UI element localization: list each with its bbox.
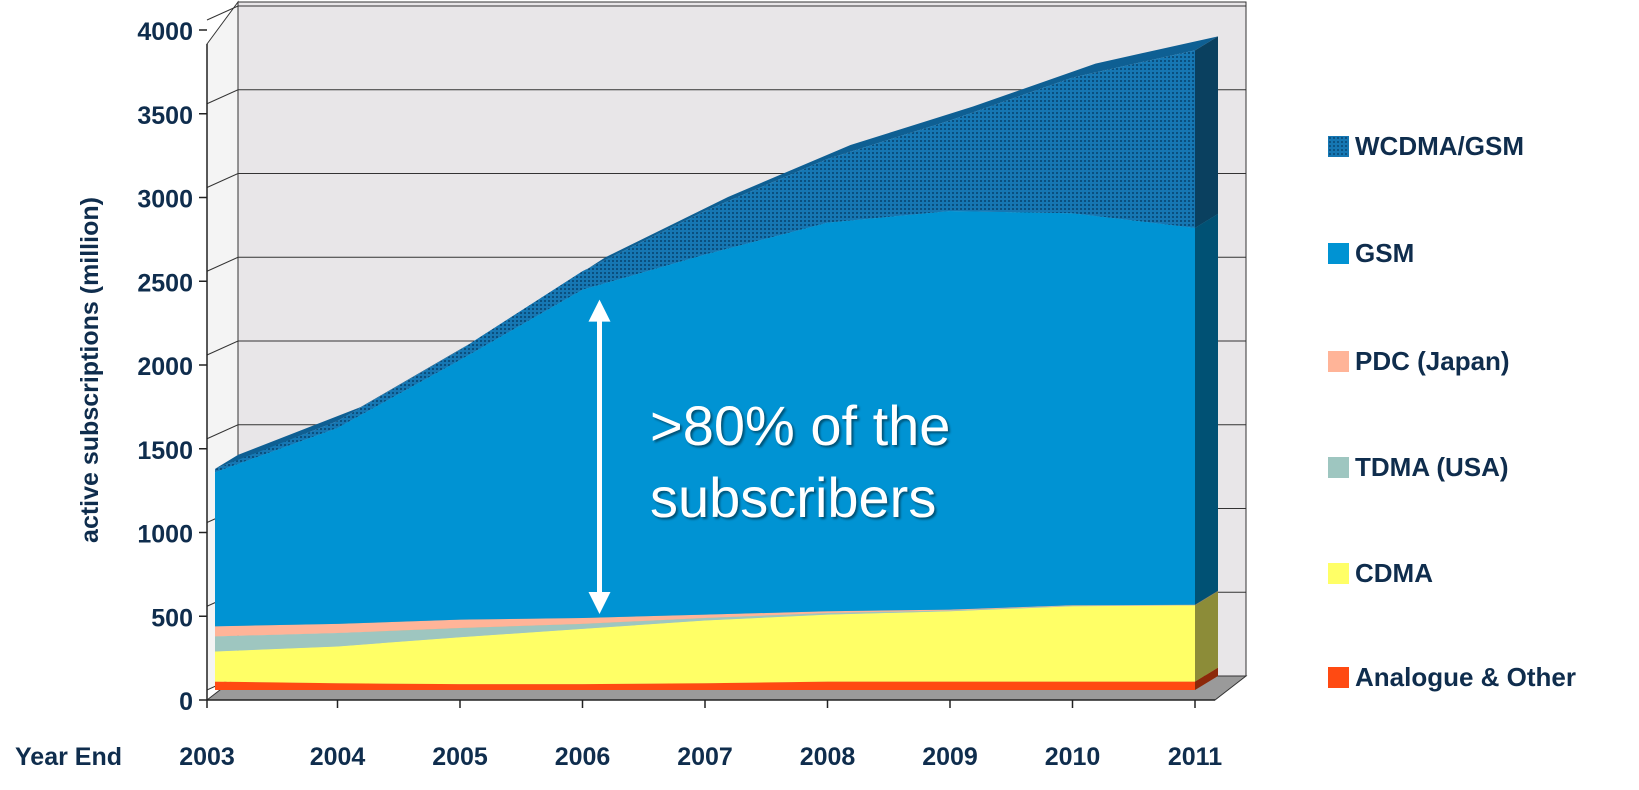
legend-item-wcdma-gsm: WCDMA/GSM — [1328, 131, 1524, 162]
area-top-wcdma-gsm — [215, 36, 1218, 469]
x-tick-label: 2006 — [555, 743, 611, 771]
y-tick-label: 3500 — [137, 102, 193, 130]
x-tick-label: 2007 — [677, 743, 733, 771]
legend-label: PDC (Japan) — [1355, 346, 1510, 376]
legend-swatch — [1328, 243, 1349, 264]
legend-label: WCDMA/GSM — [1355, 131, 1524, 161]
x-tick-label: 2004 — [310, 743, 366, 771]
area-pdc-japan — [215, 604, 1195, 637]
legend-label: GSM — [1355, 238, 1415, 268]
gridline — [206, 5, 1246, 21]
gridline — [206, 89, 1246, 105]
annotation-line-1: >80% of the — [650, 394, 951, 457]
legend-item-tdma-usa: TDMA (USA) — [1328, 452, 1509, 483]
y-tick-label: 4000 — [137, 18, 193, 46]
area-wcdma-gsm — [215, 50, 1195, 473]
y-tick-label: 3000 — [137, 186, 193, 214]
area-side-wcdma-gsm — [1195, 36, 1218, 228]
legend-item-pdc-japan: PDC (Japan) — [1328, 346, 1510, 377]
x-tick-label: 2005 — [432, 743, 488, 771]
legend-label: Analogue & Other — [1355, 662, 1577, 692]
area-tdma-usa — [215, 605, 1195, 652]
legend-swatch — [1328, 351, 1349, 372]
x-tick-label: 2008 — [800, 743, 856, 771]
arrow-head-down — [588, 591, 611, 614]
legend-swatch — [1328, 667, 1349, 688]
legend-swatch — [1328, 136, 1349, 157]
y-tick-label: 2500 — [137, 269, 193, 297]
arrow-head-up — [588, 299, 611, 322]
y-axis-title: active subscriptions (million) — [76, 197, 104, 543]
y-tick-label: 0 — [179, 688, 193, 716]
legend-item-cdma: CDMA — [1328, 558, 1433, 589]
legend-swatch — [1328, 563, 1349, 584]
y-tick-label: 1000 — [137, 521, 193, 549]
y-tick-label: 1500 — [137, 437, 193, 465]
area-side-analogue-other — [1195, 667, 1218, 690]
x-tick-label: 2009 — [922, 743, 978, 771]
area-side-cdma — [1195, 591, 1218, 682]
legend-item-gsm: GSM — [1328, 238, 1414, 269]
legend-label: CDMA — [1355, 558, 1433, 588]
legend-item-analogue-other: Analogue & Other — [1328, 662, 1576, 693]
area-analogue-other — [215, 681, 1195, 690]
area-side-gsm — [1195, 213, 1218, 605]
annotation-text: >80% of the subscribers — [650, 390, 950, 534]
x-tick-label: 2011 — [1168, 743, 1222, 771]
area-side-pdc-japan — [1195, 590, 1218, 606]
x-tick-label: 2003 — [179, 743, 235, 771]
legend-label: TDMA (USA) — [1355, 452, 1509, 482]
x-axis-title: Year End — [15, 743, 122, 771]
x-tick-label: 2010 — [1045, 743, 1101, 771]
legend-swatch — [1328, 457, 1349, 478]
area-side-tdma-usa — [1195, 591, 1218, 606]
area-cdma — [215, 605, 1195, 685]
y-tick-label: 500 — [151, 604, 193, 632]
area-gsm — [215, 210, 1195, 627]
y-tick-label: 2000 — [137, 353, 193, 381]
annotation-line-2: subscribers — [650, 466, 937, 529]
